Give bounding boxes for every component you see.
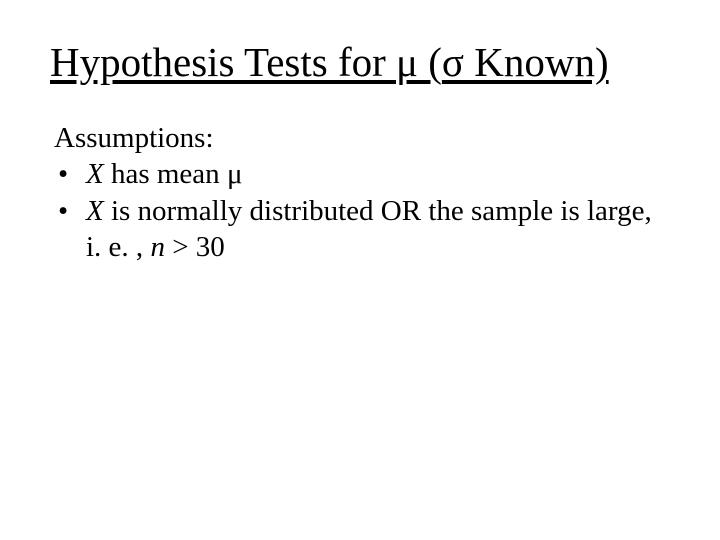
bullet-item: • X is normally distributed OR the sampl… bbox=[54, 193, 670, 266]
bullet-marker: • bbox=[58, 193, 86, 229]
bullet-text: X is normally distributed OR the sample … bbox=[86, 193, 670, 266]
slide-content: Assumptions: • X has mean μ • X is norma… bbox=[50, 120, 670, 265]
bullet-text: X has mean μ bbox=[86, 156, 670, 192]
title-prefix: Hypothesis Tests for bbox=[50, 39, 396, 85]
slide-title: Hypothesis Tests for μ (σ Known) bbox=[50, 38, 670, 86]
title-suffix: Known) bbox=[464, 39, 609, 85]
bullet-marker: • bbox=[58, 156, 86, 192]
assumptions-label: Assumptions: bbox=[54, 120, 670, 156]
bullet-item: • X has mean μ bbox=[54, 156, 670, 192]
variable-x: X bbox=[86, 195, 104, 227]
variable-x: X bbox=[86, 158, 104, 190]
title-mu-symbol: μ bbox=[396, 39, 418, 85]
bullet-text-2: > 30 bbox=[165, 231, 225, 263]
title-sigma-symbol: σ bbox=[442, 39, 464, 85]
title-open-paren: ( bbox=[418, 39, 442, 85]
mu-symbol: μ bbox=[227, 158, 243, 190]
variable-n: n bbox=[150, 231, 165, 263]
bullet-text-1: has mean bbox=[104, 158, 227, 190]
